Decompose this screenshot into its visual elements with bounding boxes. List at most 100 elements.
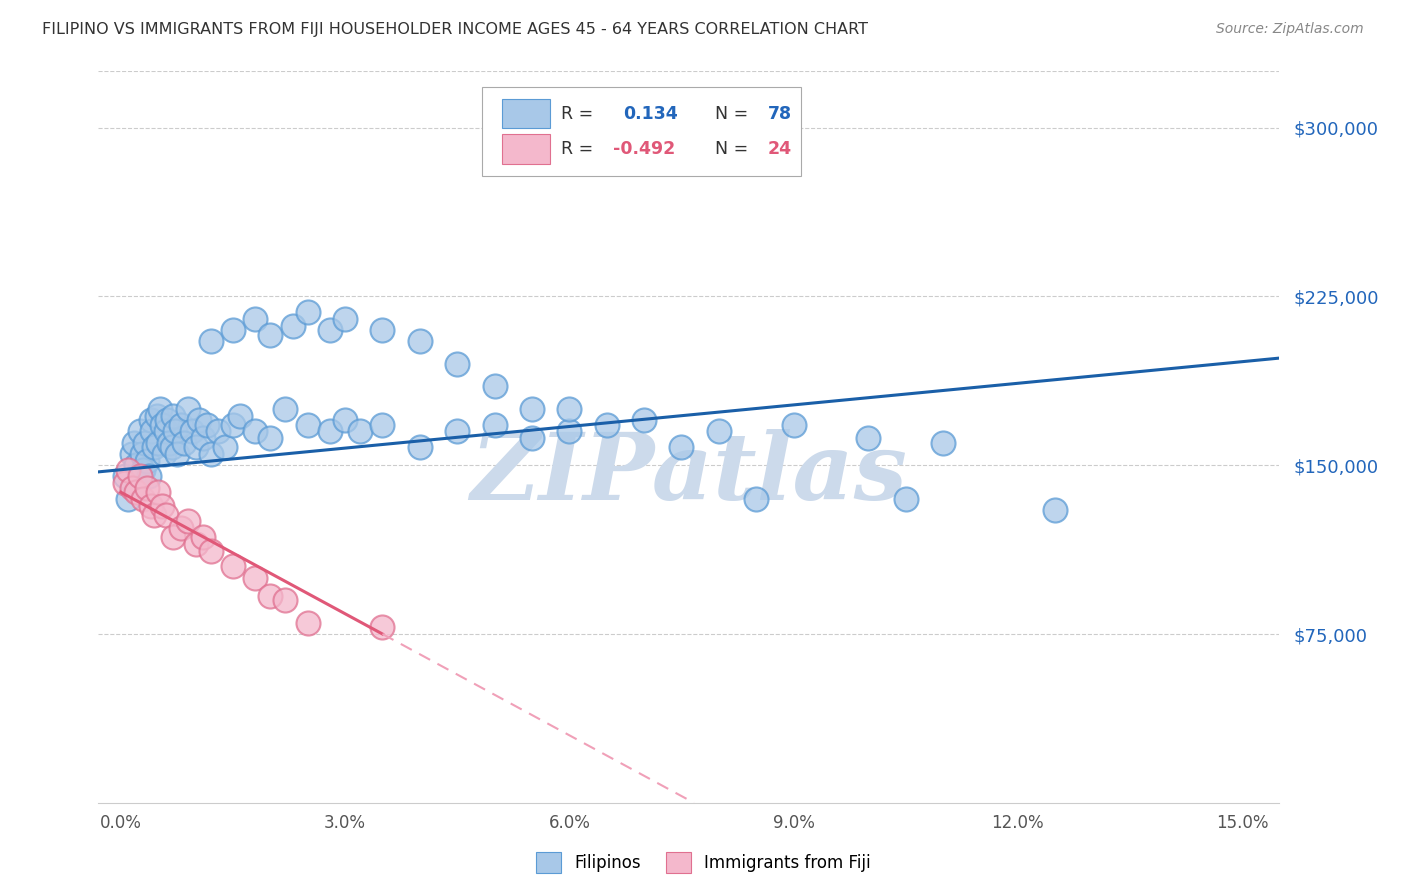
Point [153,447,176,461]
Point [245,312,267,326]
Point [191,530,214,544]
Point [894,491,917,506]
Point [138,469,160,483]
Point [132,463,155,477]
Point [132,491,155,506]
Point [558,425,581,439]
Point [319,425,342,439]
Point [162,530,184,544]
Point [200,334,222,349]
Point [195,417,218,432]
Text: FILIPINO VS IMMIGRANTS FROM FIJI HOUSEHOLDER INCOME AGES 45 - 64 YEARS CORRELATI: FILIPINO VS IMMIGRANTS FROM FIJI HOUSEHO… [42,22,868,37]
Point [484,417,506,432]
Point [596,417,619,432]
Point [222,559,245,574]
Point [128,469,150,483]
Point [297,615,319,630]
Point [159,435,181,450]
Point [160,440,183,454]
Point [229,409,252,423]
Point [124,435,146,450]
Point [274,593,297,607]
Point [148,435,170,450]
Point [125,485,148,500]
Point [173,435,195,450]
Point [858,431,880,445]
Point [671,440,693,454]
Point [222,323,245,337]
FancyBboxPatch shape [502,99,550,128]
Point [333,413,356,427]
Point [520,401,543,416]
Point [371,620,394,634]
Point [932,435,955,450]
Point [446,357,468,371]
Point [214,440,236,454]
Point [143,508,166,522]
Point [141,425,163,439]
Point [163,425,186,439]
Point [184,440,207,454]
Point [125,458,148,473]
Point [114,469,136,483]
Point [200,447,222,461]
Point [136,481,159,495]
Point [707,425,730,439]
Text: 78: 78 [768,104,792,123]
FancyBboxPatch shape [482,87,801,176]
Point [156,413,179,427]
Text: ZIPatlas: ZIPatlas [471,429,907,518]
Legend: Filipinos, Immigrants from Fiji: Filipinos, Immigrants from Fiji [529,846,877,880]
Point [274,401,297,416]
Point [446,425,468,439]
Text: Source: ZipAtlas.com: Source: ZipAtlas.com [1216,22,1364,37]
Point [782,417,804,432]
Point [148,485,170,500]
Text: N =: N = [714,104,748,123]
Point [114,476,136,491]
Point [745,491,768,506]
Text: 24: 24 [768,140,792,158]
Point [143,440,166,454]
Point [128,425,150,439]
Point [333,312,356,326]
Point [222,417,245,432]
Point [127,481,149,495]
Point [162,409,184,423]
Point [155,508,177,522]
Point [349,425,371,439]
Point [520,431,543,445]
Point [245,571,267,585]
Point [169,521,191,535]
Text: R =: R = [561,104,593,123]
Text: 0.134: 0.134 [623,104,678,123]
Point [139,413,162,427]
Point [371,323,394,337]
Point [191,431,214,445]
Point [117,463,139,477]
Point [297,305,319,319]
Point [145,409,167,423]
Point [1045,503,1067,517]
Point [319,323,342,337]
Point [484,379,506,393]
Point [207,425,229,439]
Point [177,515,200,529]
Point [259,589,281,603]
Point [150,417,173,432]
Point [409,440,432,454]
Point [131,447,153,461]
Point [281,318,304,333]
Point [150,499,173,513]
Point [149,401,172,416]
Point [188,413,211,427]
Point [139,499,162,513]
Point [180,425,202,439]
Text: N =: N = [714,140,748,158]
Point [245,425,267,439]
Point [297,417,319,432]
Point [259,431,281,445]
Point [259,327,281,342]
Text: R =: R = [561,140,593,158]
Point [409,334,432,349]
